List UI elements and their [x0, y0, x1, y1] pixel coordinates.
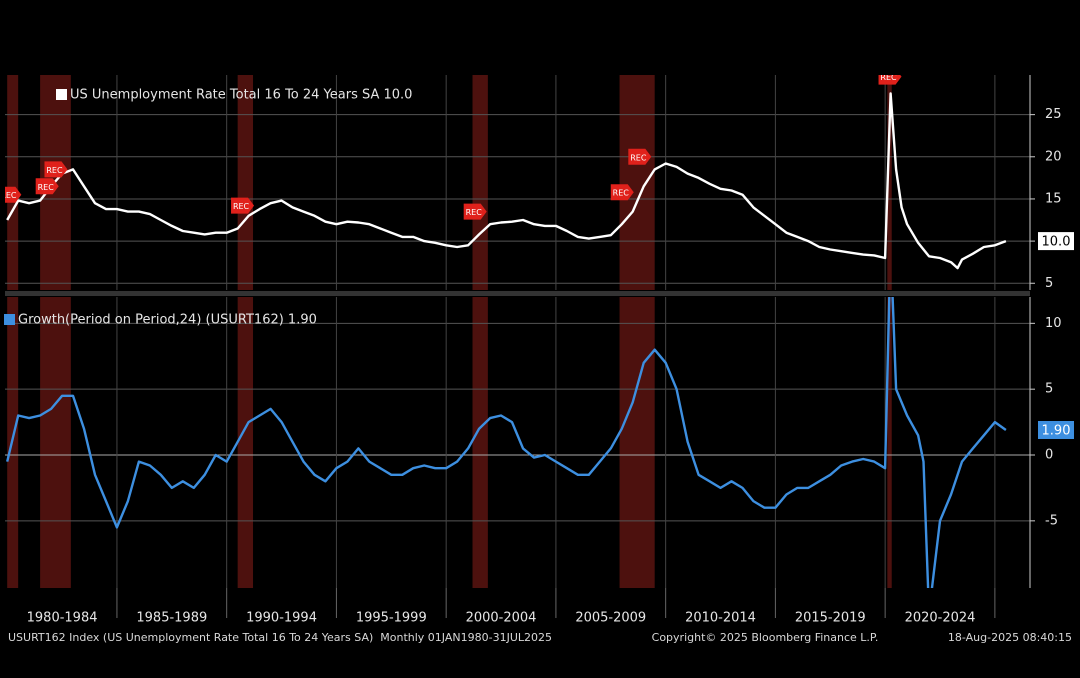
- recession-band: [237, 75, 254, 290]
- recession-band: [619, 297, 655, 588]
- y-tick-label: -5: [1045, 513, 1058, 528]
- rec-marker: REC: [35, 178, 59, 195]
- last-value-badge: [1038, 232, 1074, 251]
- x-tick-label: 2020-2024: [905, 611, 976, 626]
- rec-marker-label: REC: [233, 202, 250, 211]
- y-tick-label: 15: [1045, 191, 1062, 206]
- y-tick-label: 20: [1045, 149, 1062, 164]
- rec-marker: REC: [878, 73, 902, 85]
- rec-marker: REC: [463, 203, 487, 220]
- rec-marker: REC: [0, 186, 22, 203]
- rec-marker-label: REC: [0, 191, 17, 200]
- panel: [5, 297, 1030, 588]
- last-value-badge: [1038, 420, 1074, 439]
- last-value-label: 1.90: [1042, 423, 1071, 438]
- panel: REC REC REC REC REC REC REC REC: [0, 73, 1030, 290]
- last-value-label: 10.0: [1042, 235, 1071, 250]
- rec-marker-label: REC: [630, 153, 647, 162]
- x-tick-label: 1980-1984: [27, 611, 98, 626]
- series-line: [6, 297, 1007, 588]
- recession-band: [887, 75, 892, 290]
- x-tick-label: 2015-2019: [795, 611, 866, 626]
- rec-marker-label: REC: [880, 73, 897, 82]
- y-tick-label: 10: [1045, 316, 1062, 331]
- rec-marker: REC: [44, 161, 68, 178]
- rec-marker: REC: [610, 184, 634, 201]
- legend-label: US Unemployment Rate Total 16 To 24 Year…: [70, 88, 412, 103]
- x-tick-label: 2010-2014: [685, 611, 756, 626]
- footer-right: 18-Aug-2025 08:40:15: [948, 631, 1072, 644]
- rec-marker-label: REC: [38, 183, 55, 192]
- recession-band: [237, 297, 254, 588]
- rec-marker-label: REC: [46, 166, 63, 175]
- rec-marker-shape: [44, 161, 68, 178]
- y-tick-label: 25: [1045, 107, 1062, 122]
- x-tick-label: 2005-2009: [575, 611, 646, 626]
- y-tick-label: 0: [1045, 448, 1053, 463]
- series-line: [6, 92, 1007, 270]
- recession-band: [472, 75, 488, 290]
- rec-marker: REC: [628, 148, 652, 165]
- x-tick-label: 1985-1989: [136, 611, 207, 626]
- rec-marker-label: REC: [613, 189, 630, 198]
- y-tick-label: 5: [1045, 382, 1053, 397]
- rec-marker-shape: [610, 184, 634, 201]
- recession-band: [40, 297, 71, 588]
- y-tick-label: 5: [1045, 276, 1053, 291]
- rec-marker-shape: [5, 186, 22, 203]
- recession-band: [887, 297, 892, 588]
- recession-band: [619, 75, 655, 290]
- rec-marker-label: REC: [466, 208, 483, 217]
- x-tick-label: 2000-2004: [466, 611, 537, 626]
- footer-left: USURT162 Index (US Unemployment Rate Tot…: [8, 631, 552, 644]
- recession-band: [7, 75, 19, 290]
- x-tick-label: 1995-1999: [356, 611, 427, 626]
- x-tick-label: 1990-1994: [246, 611, 317, 626]
- rec-marker-shape: [463, 203, 487, 220]
- legend-swatch: [56, 89, 67, 100]
- rec-marker: REC: [231, 197, 255, 214]
- rec-marker-shape: [878, 75, 902, 85]
- rec-marker-shape: [35, 178, 59, 195]
- footer-center: Copyright© 2025 Bloomberg Finance L.P.: [652, 631, 879, 644]
- recession-band: [472, 297, 488, 588]
- rec-marker-shape: [628, 148, 652, 165]
- rec-marker-shape: [231, 197, 255, 214]
- legend-label: Growth(Period on Period,24) (USURT162) 1…: [18, 313, 317, 328]
- panel-divider: [5, 291, 1030, 296]
- legend-swatch: [4, 314, 15, 325]
